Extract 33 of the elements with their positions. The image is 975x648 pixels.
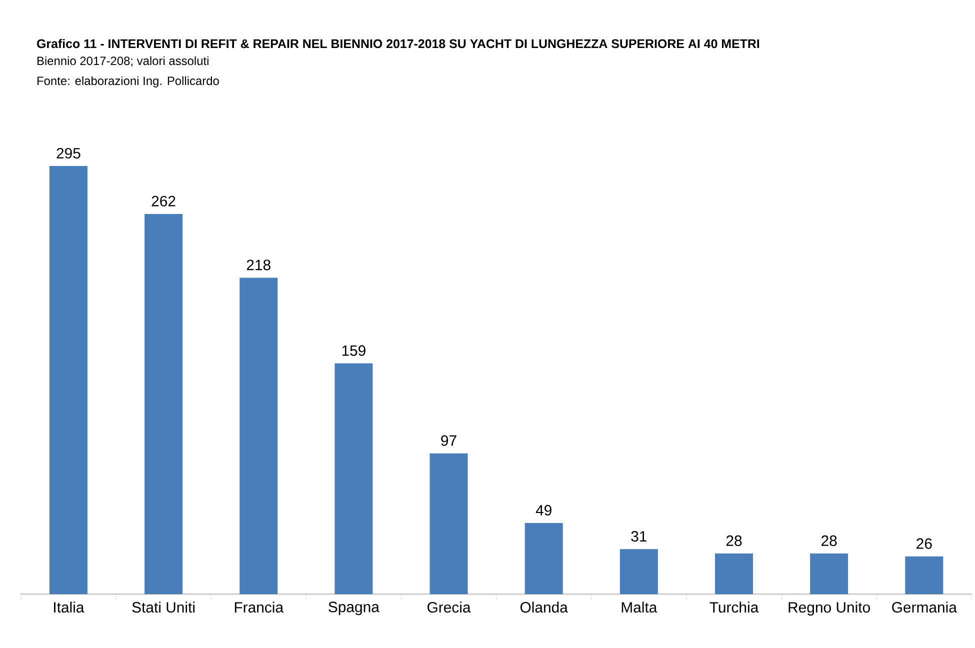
x-tick-label: Stati Uniti: [132, 602, 194, 613]
data-label: 49: [536, 505, 552, 516]
chart-subtitle: Biennio 2017-208; valori assoluti: [37, 56, 208, 67]
bar: [620, 549, 658, 594]
data-label: 262: [152, 196, 176, 206]
bar: [905, 556, 944, 594]
chart-title: Grafico 11 - INTERVENTI DI REFIT & REPAIR NEL BIENNIO 2017-2018 SU YACHT DI LUNGHEZZA SUPERIORE AI 40 METRI: [37, 39, 760, 48]
x-tick-label: Regno Unito: [788, 602, 870, 616]
data-label: 28: [822, 535, 837, 546]
x-tick-label: Grecia: [428, 602, 471, 613]
x-tick-label: Italia: [54, 602, 84, 613]
data-label: 218: [246, 260, 270, 270]
data-label: 295: [56, 148, 80, 159]
bar: [49, 166, 88, 594]
x-tick-label: Spagna: [328, 602, 380, 616]
data-label: 26: [916, 538, 932, 549]
bar: [144, 214, 183, 594]
bar: [240, 278, 278, 594]
bar: [715, 554, 753, 594]
data-label: 159: [342, 345, 366, 356]
bar: [524, 523, 563, 594]
data-label: 97: [441, 435, 456, 446]
x-tick-label: Turchia: [710, 602, 759, 613]
source-note: Fonte: elaborazioni Ing. Pollicardo: [37, 76, 219, 88]
bar: [334, 363, 373, 594]
x-tick-label: Germania: [892, 602, 957, 613]
bar: [430, 453, 468, 594]
data-label: 28: [726, 535, 742, 546]
bar: [810, 554, 848, 594]
data-label: 31: [631, 531, 646, 542]
x-tick-label: Olanda: [520, 602, 568, 613]
x-tick-label: Malta: [622, 602, 658, 613]
x-tick-label: Francia: [234, 602, 284, 613]
